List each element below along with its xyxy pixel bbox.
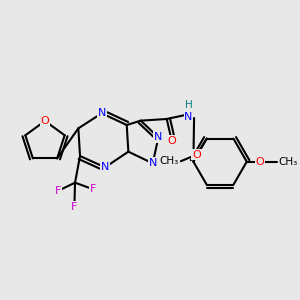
Text: O: O — [256, 157, 265, 167]
Text: O: O — [167, 136, 176, 146]
Text: CH₃: CH₃ — [160, 156, 179, 166]
Text: CH₃: CH₃ — [278, 157, 298, 167]
Text: N: N — [154, 132, 163, 142]
Text: F: F — [71, 202, 77, 212]
Text: F: F — [90, 184, 97, 194]
Text: H: H — [184, 100, 192, 110]
Text: N: N — [184, 112, 193, 122]
Text: N: N — [98, 108, 106, 118]
Text: O: O — [40, 116, 50, 126]
Text: O: O — [192, 150, 201, 160]
Text: N: N — [148, 158, 157, 168]
Text: F: F — [55, 186, 61, 196]
Text: N: N — [101, 162, 109, 172]
